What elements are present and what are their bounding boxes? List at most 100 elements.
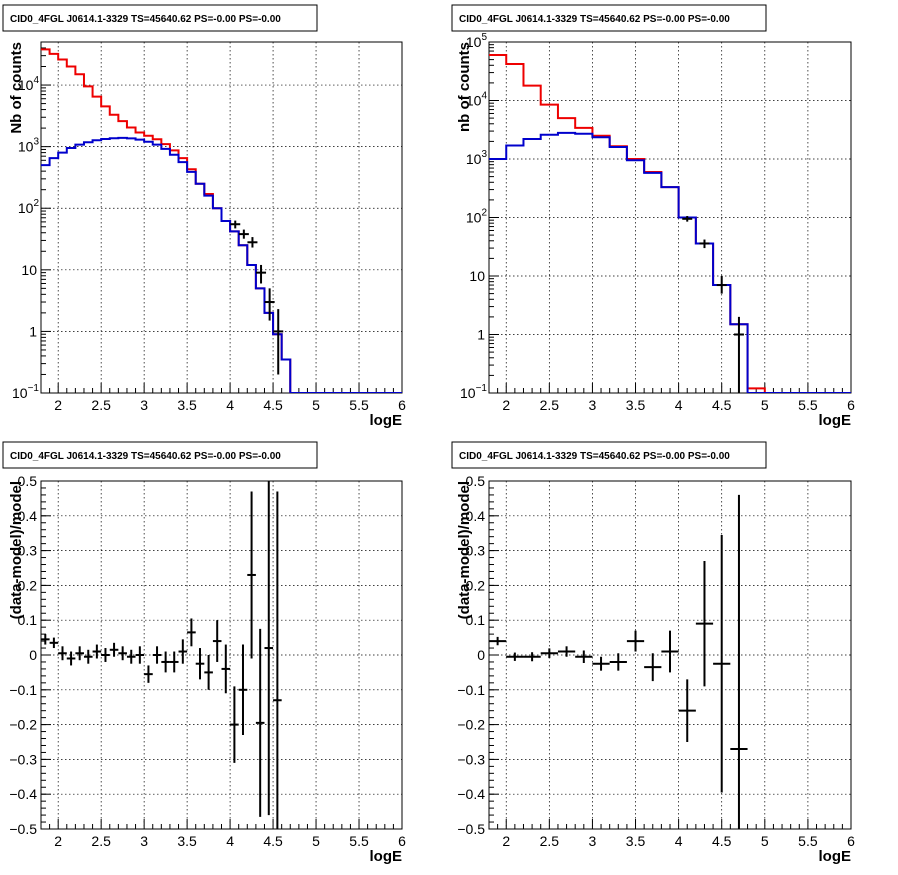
data-point	[144, 665, 153, 683]
title-box: CID0_4FGL J0614.1-3329 TS=45640.62 PS=-0…	[451, 441, 767, 469]
data-point	[730, 494, 748, 829]
y-axis-label: (data-model)/model	[8, 481, 25, 619]
x-tick-label: 4	[675, 397, 683, 413]
data-point	[83, 649, 93, 664]
y-tick-label: −0.4	[457, 786, 485, 802]
series-red-line	[489, 53, 851, 393]
data-point	[506, 652, 524, 661]
y-tick-label: 1	[477, 327, 485, 343]
x-axis-label: logE	[819, 848, 852, 865]
counts-panel-top-left: CID0_4FGL J0614.1-3329 TS=45640.62 PS=-0…	[0, 0, 449, 437]
y-tick-label: 0.2	[18, 577, 38, 593]
data-point	[489, 636, 507, 646]
title-frame	[451, 441, 767, 469]
y-axis: 10−1 1 10 102 103 104 105	[460, 32, 851, 401]
x-tick-label: 3	[589, 833, 597, 849]
y-axis-label: Nb of counts	[8, 42, 25, 134]
title-box: CID0_4FGL J0614.1-3329 TS=45640.62 PS=-0…	[451, 4, 767, 32]
series-blue-line	[41, 136, 402, 393]
series-blue-line	[489, 131, 851, 393]
title-box: CID0_4FGL J0614.1-3329 TS=45640.62 PS=-0…	[2, 441, 318, 469]
y-tick-label: −0.2	[9, 717, 37, 733]
data-point	[75, 646, 84, 661]
data-point	[716, 276, 727, 294]
data-point	[204, 655, 213, 690]
y-tick-label: 1	[29, 323, 37, 339]
y-tick-label: 10	[21, 262, 37, 278]
x-tick-label: 5.5	[349, 397, 369, 413]
y-tick-label: −0.5	[9, 821, 37, 837]
chart-title: CID0_4FGL J0614.1-3329 TS=45640.62 PS=-0…	[459, 451, 730, 462]
y-tick-label: 0.1	[466, 612, 486, 628]
data-point	[609, 653, 627, 671]
data-point	[230, 686, 239, 763]
data-point	[109, 642, 119, 657]
x-tick-label: 2	[54, 833, 62, 849]
x-tick-label: 6	[398, 833, 406, 849]
y-tick-label: −0.5	[457, 821, 485, 837]
x-tick-label: 3.5	[177, 397, 197, 413]
y-tick-label: 0.2	[466, 577, 486, 593]
data-point	[187, 618, 196, 647]
title-box: CID0_4FGL J0614.1-3329 TS=45640.62 PS=-0…	[2, 4, 318, 32]
x-tick-label: 4	[226, 833, 234, 849]
y-axis-label: (data-model)/model	[456, 481, 473, 619]
chart-svg: CID0_4FGL J0614.1-3329 TS=45640.62 PS=-0…	[2, 4, 406, 429]
y-tick-label: 0.1	[18, 612, 38, 628]
x-tick-label: 2	[54, 397, 62, 413]
data-point	[247, 491, 256, 659]
data-point	[256, 264, 267, 284]
x-tick-label: 2.5	[540, 397, 560, 413]
x-axis: 2 2.5 3 3.5 4 4.5 5 5.5 6	[497, 42, 855, 413]
title-frame	[2, 441, 318, 469]
x-axis-label: logE	[370, 412, 403, 429]
y-axis-label: nb of counts	[456, 42, 473, 132]
title-frame	[2, 4, 318, 32]
y-tick-label: 0	[477, 647, 485, 663]
data-point	[523, 652, 541, 662]
x-tick-label: 5	[761, 833, 769, 849]
y-tick-label: 10	[469, 268, 485, 284]
x-tick-label: 3	[589, 397, 597, 413]
y-tick-label: 102	[466, 208, 488, 226]
y-tick-label: 103	[18, 137, 40, 155]
x-tick-label: 3.5	[177, 833, 197, 849]
counts-panel-top-right: CID0_4FGL J0614.1-3329 TS=45640.62 PS=-0…	[449, 0, 898, 437]
y-tick-label: 0.5	[466, 473, 486, 489]
x-tick-label: 3	[140, 397, 148, 413]
x-tick-label: 2	[502, 397, 510, 413]
data-point	[264, 288, 275, 321]
x-tick-label: 4.5	[712, 833, 732, 849]
x-axis-label: logE	[370, 848, 403, 865]
x-tick-label: 4.5	[263, 833, 283, 849]
y-tick-label: 0.5	[18, 473, 38, 489]
x-tick-label: 5.5	[798, 397, 818, 413]
y-tick-label: 102	[18, 198, 40, 216]
data-point	[592, 656, 610, 671]
y-tick-label: 103	[466, 149, 488, 167]
data-point	[101, 648, 110, 662]
data-point	[221, 644, 231, 694]
data-point	[557, 646, 576, 657]
data-point	[212, 620, 222, 662]
y-axis: 10−1 1 10 102 103 104	[12, 47, 402, 401]
y-tick-label: 104	[18, 75, 40, 93]
data-point	[540, 648, 558, 659]
data-point	[238, 644, 248, 736]
x-tick-label: 5	[761, 397, 769, 413]
data-point	[66, 651, 76, 666]
y-axis: −0.5 −0.4 −0.3 −0.2 −0.1 0 0.1 0.2 0.3 0.4 0.5	[9, 473, 402, 837]
data-point	[713, 534, 731, 793]
data-point	[255, 628, 265, 817]
x-tick-label: 3	[140, 833, 148, 849]
y-tick-label: 0.3	[18, 543, 38, 559]
x-tick-label: 4.5	[712, 397, 732, 413]
x-tick-label: 2	[502, 833, 510, 849]
data-point	[161, 651, 170, 673]
data-point	[238, 229, 249, 239]
chart-title: CID0_4FGL J0614.1-3329 TS=45640.62 PS=-0…	[10, 14, 281, 25]
data-point	[49, 637, 59, 649]
data-point	[626, 630, 645, 652]
y-tick-label: 104	[466, 91, 488, 109]
y-tick-label: 105	[466, 32, 488, 50]
